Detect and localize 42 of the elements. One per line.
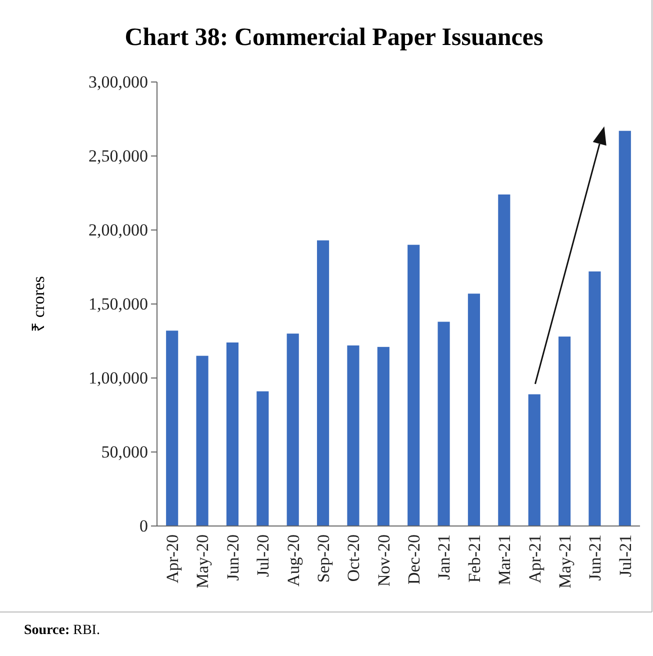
x-tick-label: May-21 — [555, 534, 574, 588]
bar — [408, 244, 420, 526]
x-tick-label: Jun-21 — [586, 534, 605, 581]
x-tick-label: Sep-20 — [314, 534, 333, 583]
x-tick-label: Mar-21 — [495, 534, 514, 586]
x-tick-label: Apr-21 — [525, 534, 544, 584]
y-tick-label: 2,00,000 — [88, 220, 148, 240]
bar — [528, 394, 540, 526]
x-tick-label: Feb-21 — [464, 534, 484, 583]
bar — [468, 294, 480, 526]
bar — [558, 336, 571, 526]
bar — [316, 240, 330, 526]
y-tick-label: 3,00,000 — [88, 72, 148, 92]
y-axis-title: ₹ crores — [29, 276, 48, 332]
chart-title: Chart 38: Commercial Paper Issuances — [124, 24, 544, 51]
bar — [438, 322, 450, 526]
y-tick-label: 0 — [140, 516, 148, 536]
x-tick-label: Jul-21 — [616, 534, 635, 577]
bar — [347, 345, 360, 526]
bar — [226, 342, 239, 526]
x-tick-label: Apr-20 — [163, 534, 182, 584]
bar — [256, 391, 269, 526]
bar — [618, 130, 631, 526]
x-tick-label: Jul-20 — [254, 534, 273, 577]
bar — [166, 330, 178, 526]
y-tick-label: 1,50,000 — [88, 294, 148, 314]
x-tick-label: Dec-20 — [404, 534, 424, 585]
bar — [377, 346, 390, 526]
bar — [286, 334, 299, 526]
x-tick-label: Nov-20 — [374, 534, 394, 586]
x-tick-label: May-20 — [193, 534, 212, 588]
x-tick-label: Aug-20 — [284, 534, 303, 586]
x-tick-label: Jun-20 — [223, 534, 242, 581]
source-note: Source: RBI. — [24, 623, 100, 638]
bar — [196, 356, 208, 526]
y-tick-label: 1,00,000 — [88, 368, 148, 388]
y-tick-label: 50,000 — [101, 442, 148, 462]
bar — [498, 194, 510, 526]
x-tick-label: Oct-20 — [344, 534, 364, 582]
y-tick-label: 2,50,000 — [88, 146, 148, 166]
x-tick-label: Jan-21 — [434, 534, 454, 580]
bar — [588, 271, 601, 526]
